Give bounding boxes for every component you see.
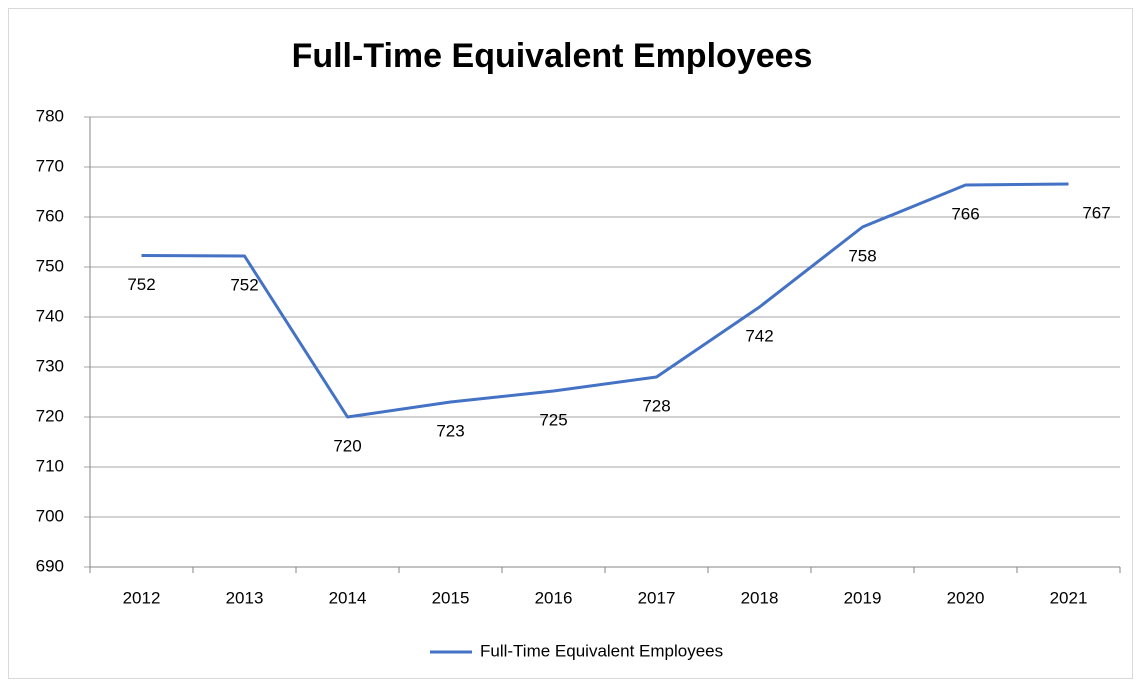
x-tick-label: 2019 xyxy=(844,588,882,607)
y-tick-label: 750 xyxy=(36,256,64,275)
data-label: 742 xyxy=(745,326,773,345)
x-tick-label: 2013 xyxy=(226,588,264,607)
x-tick-label: 2021 xyxy=(1050,588,1088,607)
chart-title: Full-Time Equivalent Employees xyxy=(292,37,813,75)
data-label: 766 xyxy=(951,204,979,223)
legend-label: Full-Time Equivalent Employees xyxy=(480,641,723,660)
data-label: 752 xyxy=(230,275,258,294)
y-tick-label: 700 xyxy=(36,506,64,525)
series-line xyxy=(141,182,1069,419)
y-tick-label: 690 xyxy=(36,556,64,575)
x-tick-label: 2020 xyxy=(947,588,985,607)
data-label: 752 xyxy=(127,275,155,294)
x-tick-label: 2018 xyxy=(741,588,779,607)
data-label: 725 xyxy=(539,410,567,429)
x-tick-label: 2014 xyxy=(329,588,367,607)
y-tick-label: 770 xyxy=(36,156,64,175)
y-tick-label: 780 xyxy=(36,106,64,125)
x-tick-label: 2012 xyxy=(123,588,161,607)
y-tick-label: 710 xyxy=(36,456,64,475)
x-tick-label: 2016 xyxy=(535,588,573,607)
data-label: 723 xyxy=(436,421,464,440)
data-label: 720 xyxy=(333,436,361,455)
y-tick-label: 740 xyxy=(36,306,64,325)
x-tick-label: 2015 xyxy=(432,588,470,607)
chart-frame xyxy=(8,8,1133,679)
y-tick-label: 760 xyxy=(36,206,64,225)
data-label: 758 xyxy=(848,246,876,265)
y-tick-label: 720 xyxy=(36,406,64,425)
y-tick-label: 730 xyxy=(36,356,64,375)
data-label: 767 xyxy=(1082,203,1110,222)
x-tick-label: 2017 xyxy=(638,588,676,607)
data-label: 728 xyxy=(642,396,670,415)
